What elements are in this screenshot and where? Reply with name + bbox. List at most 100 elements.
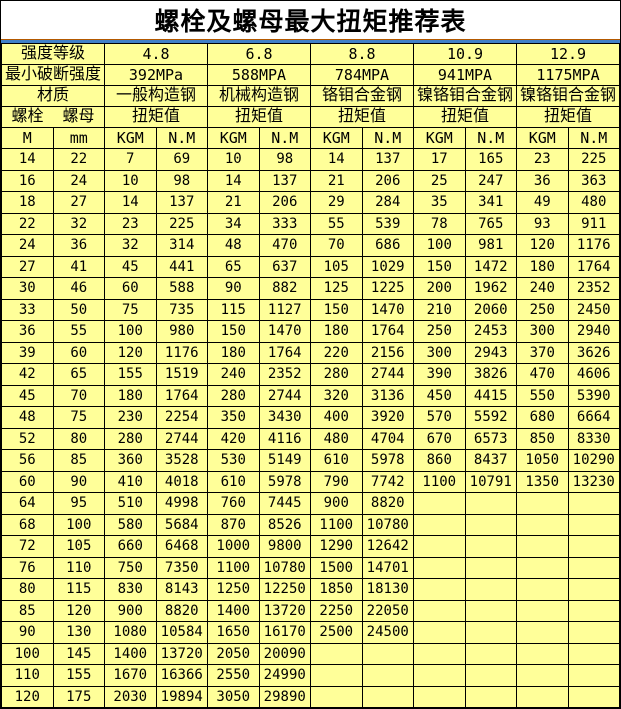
strength-68: 588MPA — [207, 64, 311, 86]
table-cell — [567, 642, 620, 665]
table-cell: 13230 — [567, 470, 620, 493]
unit-kgm-68: KGM — [207, 127, 260, 149]
table-row: 85 120 900 8820 1400 13720 2250 22050 — [1, 599, 620, 622]
table-cell: 98 — [155, 169, 208, 192]
table-cell: 115 — [52, 578, 105, 601]
table-cell: 870 — [207, 513, 260, 536]
table-cell: 1000 — [207, 535, 260, 558]
table-cell: 22 — [1, 212, 54, 235]
table-cell: 65 — [52, 363, 105, 386]
table-cell: 68 — [1, 513, 54, 536]
table-cell: 1250 — [207, 578, 260, 601]
table-cell: 34 — [207, 212, 260, 235]
table-cell: 17 — [413, 148, 466, 171]
table-cell — [516, 492, 569, 515]
table-cell: 210 — [413, 298, 466, 321]
table-cell: 470 — [516, 363, 569, 386]
table-cell: 1100 — [207, 556, 260, 579]
table-cell — [464, 664, 517, 687]
table-cell: 35 — [413, 191, 466, 214]
table-cell: 2050 — [207, 642, 260, 665]
table-cell: 6573 — [464, 427, 517, 450]
table-cell: 18 — [1, 191, 54, 214]
table-row: 100 145 1400 13720 2050 20090 — [1, 642, 620, 665]
table-cell: 29 — [310, 191, 363, 214]
table-cell: 24500 — [361, 621, 414, 644]
grade-129: 12.9 — [516, 43, 620, 65]
unit-nm-129: N.M — [567, 127, 620, 149]
table-cell: 480 — [310, 427, 363, 450]
table-row: 27 41 45 441 65 637 105 1029 150 1472 180 1764 — [1, 255, 620, 278]
table-row: 72 105 660 6468 1000 9800 1290 12642 — [1, 535, 620, 558]
table-cell: 14 — [310, 148, 363, 171]
table-cell: 110 — [1, 664, 54, 687]
table-cell — [516, 664, 569, 687]
table-cell: 41 — [52, 255, 105, 278]
torque-label-48: 扭矩值 — [104, 106, 208, 128]
table-cell: 30 — [1, 277, 54, 300]
table-cell: 3826 — [464, 363, 517, 386]
grade-88: 8.8 — [310, 43, 414, 65]
table-cell: 610 — [310, 449, 363, 472]
table-cell: 360 — [104, 449, 157, 472]
table-cell: 1080 — [104, 621, 157, 644]
table-cell: 1764 — [155, 384, 208, 407]
table-row: 68 100 580 5684 870 8526 1100 10780 — [1, 513, 620, 536]
torque-label-129: 扭矩值 — [516, 106, 620, 128]
table-cell: 7742 — [361, 470, 414, 493]
table-cell: 105 — [310, 255, 363, 278]
table-cell — [516, 599, 569, 622]
table-cell — [567, 578, 620, 601]
bolt-nut-torque-row: 螺栓 螺母 扭矩值 扭矩值 扭矩值 扭矩值 扭矩值 — [1, 106, 620, 128]
table-cell: 860 — [413, 449, 466, 472]
table-cell: 46 — [52, 277, 105, 300]
table-cell: 10 — [207, 148, 260, 171]
table-cell: 29890 — [258, 685, 311, 708]
table-row: 16 24 10 98 14 137 21 206 25 247 36 363 — [1, 169, 620, 192]
table-cell: 120 — [104, 341, 157, 364]
table-cell: 2500 — [310, 621, 363, 644]
table-cell: 9800 — [258, 535, 311, 558]
table-cell: 420 — [207, 427, 260, 450]
table-row: 120 175 2030 19894 3050 29890 — [1, 685, 620, 708]
table-cell: 900 — [310, 492, 363, 515]
table-cell: 100 — [1, 642, 54, 665]
table-row: 76 110 750 7350 1100 10780 1500 14701 — [1, 556, 620, 579]
table-cell: 98 — [258, 148, 311, 171]
table-cell: 165 — [464, 148, 517, 171]
table-cell: 5684 — [155, 513, 208, 536]
table-cell — [516, 513, 569, 536]
unit-bolt: M — [1, 127, 54, 149]
table-cell — [361, 642, 414, 665]
table-cell — [567, 621, 620, 644]
table-cell: 580 — [104, 513, 157, 536]
table-cell: 1764 — [361, 320, 414, 343]
table-cell: 39 — [1, 341, 54, 364]
table-cell: 4415 — [464, 384, 517, 407]
table-row: 52 80 280 2744 420 4116 480 4704 670 6573 850 8330 — [1, 427, 620, 450]
table-cell — [413, 492, 466, 515]
table-cell: 90 — [52, 470, 105, 493]
table-cell: 69 — [155, 148, 208, 171]
table-cell: 8437 — [464, 449, 517, 472]
table-cell: 314 — [155, 234, 208, 257]
table-cell: 206 — [361, 169, 414, 192]
table-cell: 24 — [52, 169, 105, 192]
table-cell: 150 — [413, 255, 466, 278]
torque-label-109: 扭矩值 — [413, 106, 517, 128]
table-cell: 8143 — [155, 578, 208, 601]
material-88: 铬钼合金钢 — [310, 85, 414, 107]
table-cell: 341 — [464, 191, 517, 214]
table-cell — [413, 535, 466, 558]
table-cell: 850 — [516, 427, 569, 450]
table-cell: 3920 — [361, 406, 414, 429]
table-cell — [361, 685, 414, 708]
table-row: 22 32 23 225 34 333 55 539 78 765 93 911 — [1, 212, 620, 235]
table-cell: 150 — [310, 298, 363, 321]
table-cell — [464, 535, 517, 558]
table-cell: 100 — [413, 234, 466, 257]
table-cell: 280 — [310, 363, 363, 386]
table-cell: 610 — [207, 470, 260, 493]
table-cell: 120 — [1, 685, 54, 708]
unit-kgm-109: KGM — [413, 127, 466, 149]
